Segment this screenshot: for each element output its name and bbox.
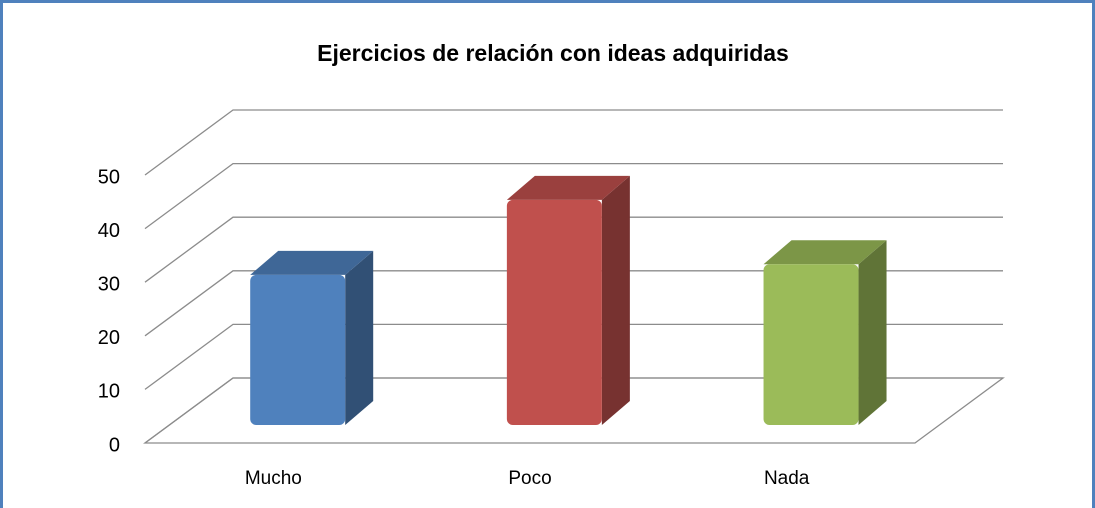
y-tick-label: 0: [109, 434, 120, 456]
y-tick-label: 40: [98, 220, 120, 242]
bar-top: [506, 175, 630, 200]
bar-top: [763, 240, 887, 265]
bar: [250, 250, 374, 425]
y-tick-label: 10: [98, 381, 120, 403]
x-tick-label: Mucho: [245, 468, 302, 489]
bar: [506, 175, 630, 425]
bar-top: [250, 250, 374, 275]
grid-line: [144, 270, 1003, 337]
grid-line: [144, 377, 1003, 444]
bar-front: [763, 264, 859, 425]
grid-line: [144, 323, 1003, 390]
grid-line: [144, 109, 1003, 176]
bar-side: [345, 250, 374, 425]
bar-front: [506, 199, 602, 425]
chart-title: Ejercicios de relación con ideas adquiri…: [317, 40, 789, 66]
bar-side: [858, 240, 887, 425]
y-tick-label: 50: [98, 166, 120, 188]
grid-line: [144, 162, 1003, 230]
bar-front: [250, 274, 346, 425]
x-tick-label: Nada: [764, 468, 810, 489]
bar-side: [601, 175, 630, 425]
y-tick-label: 20: [98, 327, 120, 349]
grid-line: [144, 216, 1003, 283]
x-tick-label: Poco: [508, 468, 551, 489]
y-tick-label: 30: [98, 273, 120, 295]
bar: [763, 240, 887, 425]
